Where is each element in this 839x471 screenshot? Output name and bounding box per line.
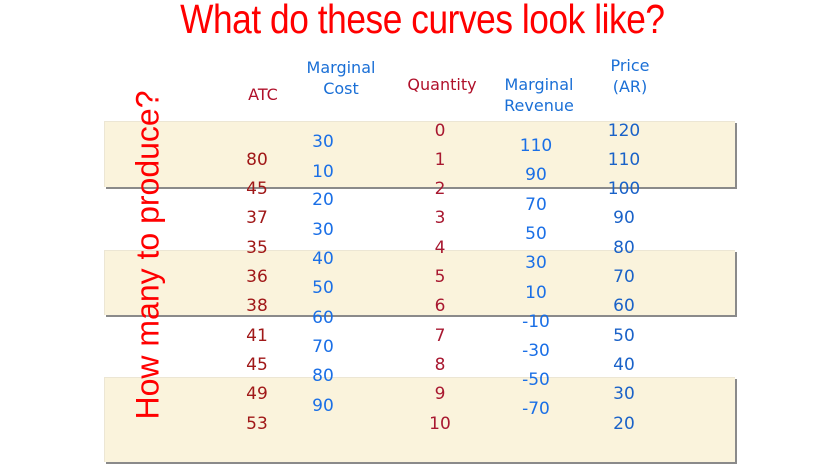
quantity-value: 0 (434, 121, 446, 141)
quantity-value: 9 (434, 384, 446, 404)
quantity-value: 5 (434, 267, 446, 287)
marginal-revenue-value: -70 (522, 399, 550, 419)
table-band-1 (104, 121, 735, 187)
side-question-text: How many to produce? (129, 90, 166, 420)
atc-value: 45 (246, 179, 268, 199)
marginal-revenue-value: -30 (522, 341, 550, 361)
marginal-cost-value: 30 (312, 132, 334, 152)
atc-value: 80 (246, 150, 268, 170)
marginal-cost-value: 80 (312, 366, 334, 386)
price-value: 110 (607, 150, 641, 170)
table-band-3 (104, 377, 735, 462)
header-marginal-revenue-line1: Marginal (504, 75, 574, 94)
atc-value: 38 (246, 296, 268, 316)
marginal-cost-value: 90 (312, 396, 334, 416)
atc-value: 53 (246, 414, 268, 434)
marginal-cost-value: 70 (312, 337, 334, 357)
price-value: 60 (613, 296, 635, 316)
marginal-cost-value: 10 (312, 162, 334, 182)
marginal-cost-value: 50 (312, 278, 334, 298)
marginal-revenue-value: 110 (519, 136, 553, 156)
header-marginal-revenue: Marginal Revenue (493, 74, 585, 116)
header-atc: ATC (236, 84, 290, 105)
header-marginal-cost-line1: Marginal (306, 58, 376, 77)
header-marginal-revenue-line2: Revenue (504, 96, 574, 115)
quantity-value: 6 (434, 296, 446, 316)
header-price-line1: Price (610, 56, 650, 75)
marginal-revenue-value: 10 (525, 283, 547, 303)
price-value: 30 (613, 384, 635, 404)
quantity-value: 4 (434, 238, 446, 258)
header-price: Price (AR) (596, 55, 664, 97)
price-value: 90 (613, 208, 635, 228)
marginal-revenue-value: -50 (522, 370, 550, 390)
price-value: 70 (613, 267, 635, 287)
header-quantity: Quantity (394, 74, 490, 95)
header-price-line2: (AR) (612, 77, 648, 96)
price-value: 120 (607, 121, 641, 141)
header-quantity-label: Quantity (407, 75, 477, 94)
atc-value: 36 (246, 267, 268, 287)
quantity-value: 2 (434, 179, 446, 199)
marginal-revenue-value: 30 (525, 253, 547, 273)
price-value: 80 (613, 238, 635, 258)
atc-value: 41 (246, 326, 268, 346)
marginal-revenue-value: 90 (525, 165, 547, 185)
header-marginal-cost-line2: Cost (323, 79, 359, 98)
marginal-revenue-value: 70 (525, 195, 547, 215)
atc-value: 45 (246, 355, 268, 375)
marginal-revenue-value: 50 (525, 224, 547, 244)
marginal-cost-value: 60 (312, 308, 334, 328)
table-band-2 (104, 250, 735, 315)
header-atc-label: ATC (248, 85, 278, 104)
quantity-value: 7 (434, 326, 446, 346)
price-value: 20 (613, 414, 635, 434)
quantity-value: 3 (434, 208, 446, 228)
price-value: 50 (613, 326, 635, 346)
marginal-cost-value: 30 (312, 220, 334, 240)
atc-value: 35 (246, 238, 268, 258)
quantity-value: 8 (434, 355, 446, 375)
quantity-value: 1 (434, 150, 446, 170)
marginal-cost-value: 40 (312, 249, 334, 269)
price-value: 40 (613, 355, 635, 375)
slide-title: What do these curves look like? (180, 0, 665, 42)
header-marginal-cost: Marginal Cost (296, 57, 386, 99)
quantity-value: 10 (429, 414, 451, 434)
price-value: 100 (607, 179, 641, 199)
marginal-cost-value: 20 (312, 190, 334, 210)
marginal-revenue-value: -10 (522, 312, 550, 332)
atc-value: 37 (246, 208, 268, 228)
atc-value: 49 (246, 384, 268, 404)
